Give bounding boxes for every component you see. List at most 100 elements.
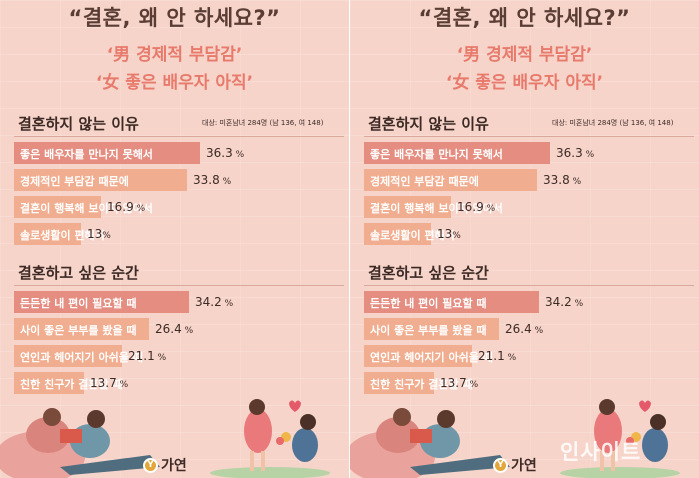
bar: 경제적인 부담감 때문에 <box>14 169 187 191</box>
grass-illustration <box>210 467 330 478</box>
bar-value-label: 33.8 % <box>193 173 231 187</box>
bar-value-label: 16.9 % <box>107 200 145 214</box>
bar-value-number: 36.3 <box>556 146 583 160</box>
bar-value-label: 13% <box>87 227 111 241</box>
brand-name: 가연 <box>161 458 187 474</box>
bar: 좋은 배우자를 만나지 못해서 <box>14 142 200 164</box>
subtitle-women: ‘女 좋은 배우자 아직’ <box>445 73 604 93</box>
bar: 경제적인 부담감 때문에 <box>364 169 537 191</box>
bar-value-unit: % <box>219 177 232 187</box>
chart-title-reasons: 결혼하지 않는 이유 <box>18 115 139 133</box>
bar-value-label: 34.2 % <box>545 295 583 309</box>
flower-icon <box>276 437 284 445</box>
woman-head-illustration <box>43 408 61 426</box>
bar-value-number: 36.3 <box>206 146 233 160</box>
bar-category-label: 친한 친구가 결혼할 때 <box>20 378 123 391</box>
bar-value-number: 13.7 <box>440 376 467 390</box>
brand-logo-icon: Y <box>493 457 508 473</box>
bar: 든든한 내 편이 필요할 때 <box>14 291 189 313</box>
bar-value-label: 34.2 % <box>195 295 233 309</box>
standing-woman-head-illustration <box>599 399 615 415</box>
bar-value-label: 21.1 % <box>478 349 516 363</box>
bar: 결혼이 행복해 보이지 않아서 <box>14 196 153 218</box>
bar-row: 연인과 헤어지기 아쉬울 때 21.1 % <box>14 345 344 367</box>
bar-category-label: 결혼이 행복해 보이지 않아서 <box>20 202 153 215</box>
grass-illustration <box>560 467 680 478</box>
book-illustration <box>410 429 432 443</box>
bar-category-label: 연인과 헤어지기 아쉬울 때 <box>20 351 143 364</box>
bar-row: 친한 친구가 결혼할 때 13.7 % <box>364 372 694 394</box>
reading-woman-illustration <box>26 417 70 453</box>
bar: 솔로생활이 편해서 <box>364 223 455 245</box>
bar-row: 경제적인 부담감 때문에 33.8 % <box>14 169 344 191</box>
kneeling-man-head-illustration <box>300 414 316 430</box>
legs-illustration <box>410 455 510 475</box>
bar: 좋은 배우자를 만나지 못해서 <box>364 142 550 164</box>
bar: 든든한 내 편이 필요할 때 <box>364 291 539 313</box>
bar-category-label: 연인과 헤어지기 아쉬울 때 <box>370 351 493 364</box>
flower-icon <box>626 437 634 445</box>
bar-row: 좋은 배우자를 만나지 못해서 36.3 % <box>14 142 344 164</box>
bar-value-number: 13 <box>437 227 453 241</box>
bar-value-unit: % <box>571 299 584 309</box>
bar-category-label: 친한 친구가 결혼할 때 <box>370 378 473 391</box>
bar-value-number: 34.2 <box>545 295 572 309</box>
bar: 솔로생활이 편해서 <box>14 223 105 245</box>
bar-value-label: 36.3 % <box>206 146 244 160</box>
bar-value-number: 21.1 <box>128 349 155 363</box>
bar-value-number: 33.8 <box>543 173 570 187</box>
bar-value-number: 16.9 <box>457 200 484 214</box>
bar: 사이 좋은 부부를 봤을 때 <box>364 318 499 340</box>
bar-value-number: 26.4 <box>155 322 182 336</box>
sample-note: 대상: 미혼남녀 284명 (남 136, 여 148) <box>552 119 674 127</box>
brand-name: 가연 <box>511 458 537 474</box>
subtitle-men: ‘男 경제적 부담감’ <box>106 45 243 65</box>
infographic-panel-right: “결혼, 왜 안 하세요?” ‘男 경제적 부담감’ ‘女 좋은 배우자 아직’… <box>350 0 699 478</box>
bar-category-label: 좋은 배우자를 만나지 못해서 <box>20 148 153 161</box>
bar-value-label: 33.8 % <box>543 173 581 187</box>
bar-category-label: 사이 좋은 부부를 봤을 때 <box>20 324 137 337</box>
bar-value-unit: % <box>504 353 517 363</box>
woman-head-illustration <box>393 408 411 426</box>
heart-icon <box>639 400 651 412</box>
bar-row: 사이 좋은 부부를 봤을 때 26.4 % <box>364 318 694 340</box>
bar-row: 솔로생활이 편해서 13% <box>364 223 694 245</box>
section-divider <box>14 136 344 137</box>
reading-woman-illustration <box>376 417 420 453</box>
bar-value-unit: % <box>221 299 234 309</box>
section-divider <box>14 285 344 286</box>
bar-category-label: 솔로생활이 편해서 <box>370 229 455 242</box>
section-divider <box>364 136 694 137</box>
bar-row: 든든한 내 편이 필요할 때 34.2 % <box>14 291 344 313</box>
bar-category-label: 사이 좋은 부부를 봤을 때 <box>370 324 487 337</box>
bar-value-number: 33.8 <box>193 173 220 187</box>
brand-logo: Y 가연 <box>143 455 187 475</box>
bar-value-unit: % <box>466 380 479 390</box>
standing-woman-illustration <box>594 409 622 453</box>
bar-value-unit: % <box>102 231 111 241</box>
bar-value-label: 13.7 % <box>440 376 478 390</box>
bar-value-label: 13.7 % <box>90 376 128 390</box>
bar-value-number: 34.2 <box>195 295 222 309</box>
bar-value-unit: % <box>181 326 194 336</box>
bar-chart-reasons: 좋은 배우자를 만나지 못해서 36.3 % 경제적인 부담감 때문에 33.8 % 결… <box>350 142 699 246</box>
bar: 연인과 헤어지기 아쉬울 때 <box>364 345 493 367</box>
bar-category-label: 경제적인 부담감 때문에 <box>20 175 129 188</box>
brand-logo: Y 가연 <box>493 455 537 475</box>
bar-value-label: 21.1 % <box>128 349 166 363</box>
standing-woman-illustration <box>244 409 272 453</box>
bar-chart-moments: 든든한 내 편이 필요할 때 34.2 % 사이 좋은 부부를 봤을 때 26.4 %… <box>350 291 699 395</box>
subtitle-men: ‘男 경제적 부담감’ <box>456 45 593 65</box>
book-illustration <box>60 429 82 443</box>
bar-value-unit: % <box>531 326 544 336</box>
bar-value-label: 36.3 % <box>556 146 594 160</box>
man-head-illustration <box>437 410 455 428</box>
bar-row: 친한 친구가 결혼할 때 13.7 % <box>14 372 344 394</box>
bar-category-label: 든든한 내 편이 필요할 때 <box>20 297 137 310</box>
bar-row: 경제적인 부담감 때문에 33.8 % <box>364 169 694 191</box>
subtitle-women: ‘女 좋은 배우자 아직’ <box>95 73 254 93</box>
bar-value-label: 13% <box>437 227 461 241</box>
infographic-panel-left: “결혼, 왜 안 하세요?” ‘男 경제적 부담감’ ‘女 좋은 배우자 아직’… <box>0 0 349 478</box>
leg-illustration <box>611 451 615 471</box>
